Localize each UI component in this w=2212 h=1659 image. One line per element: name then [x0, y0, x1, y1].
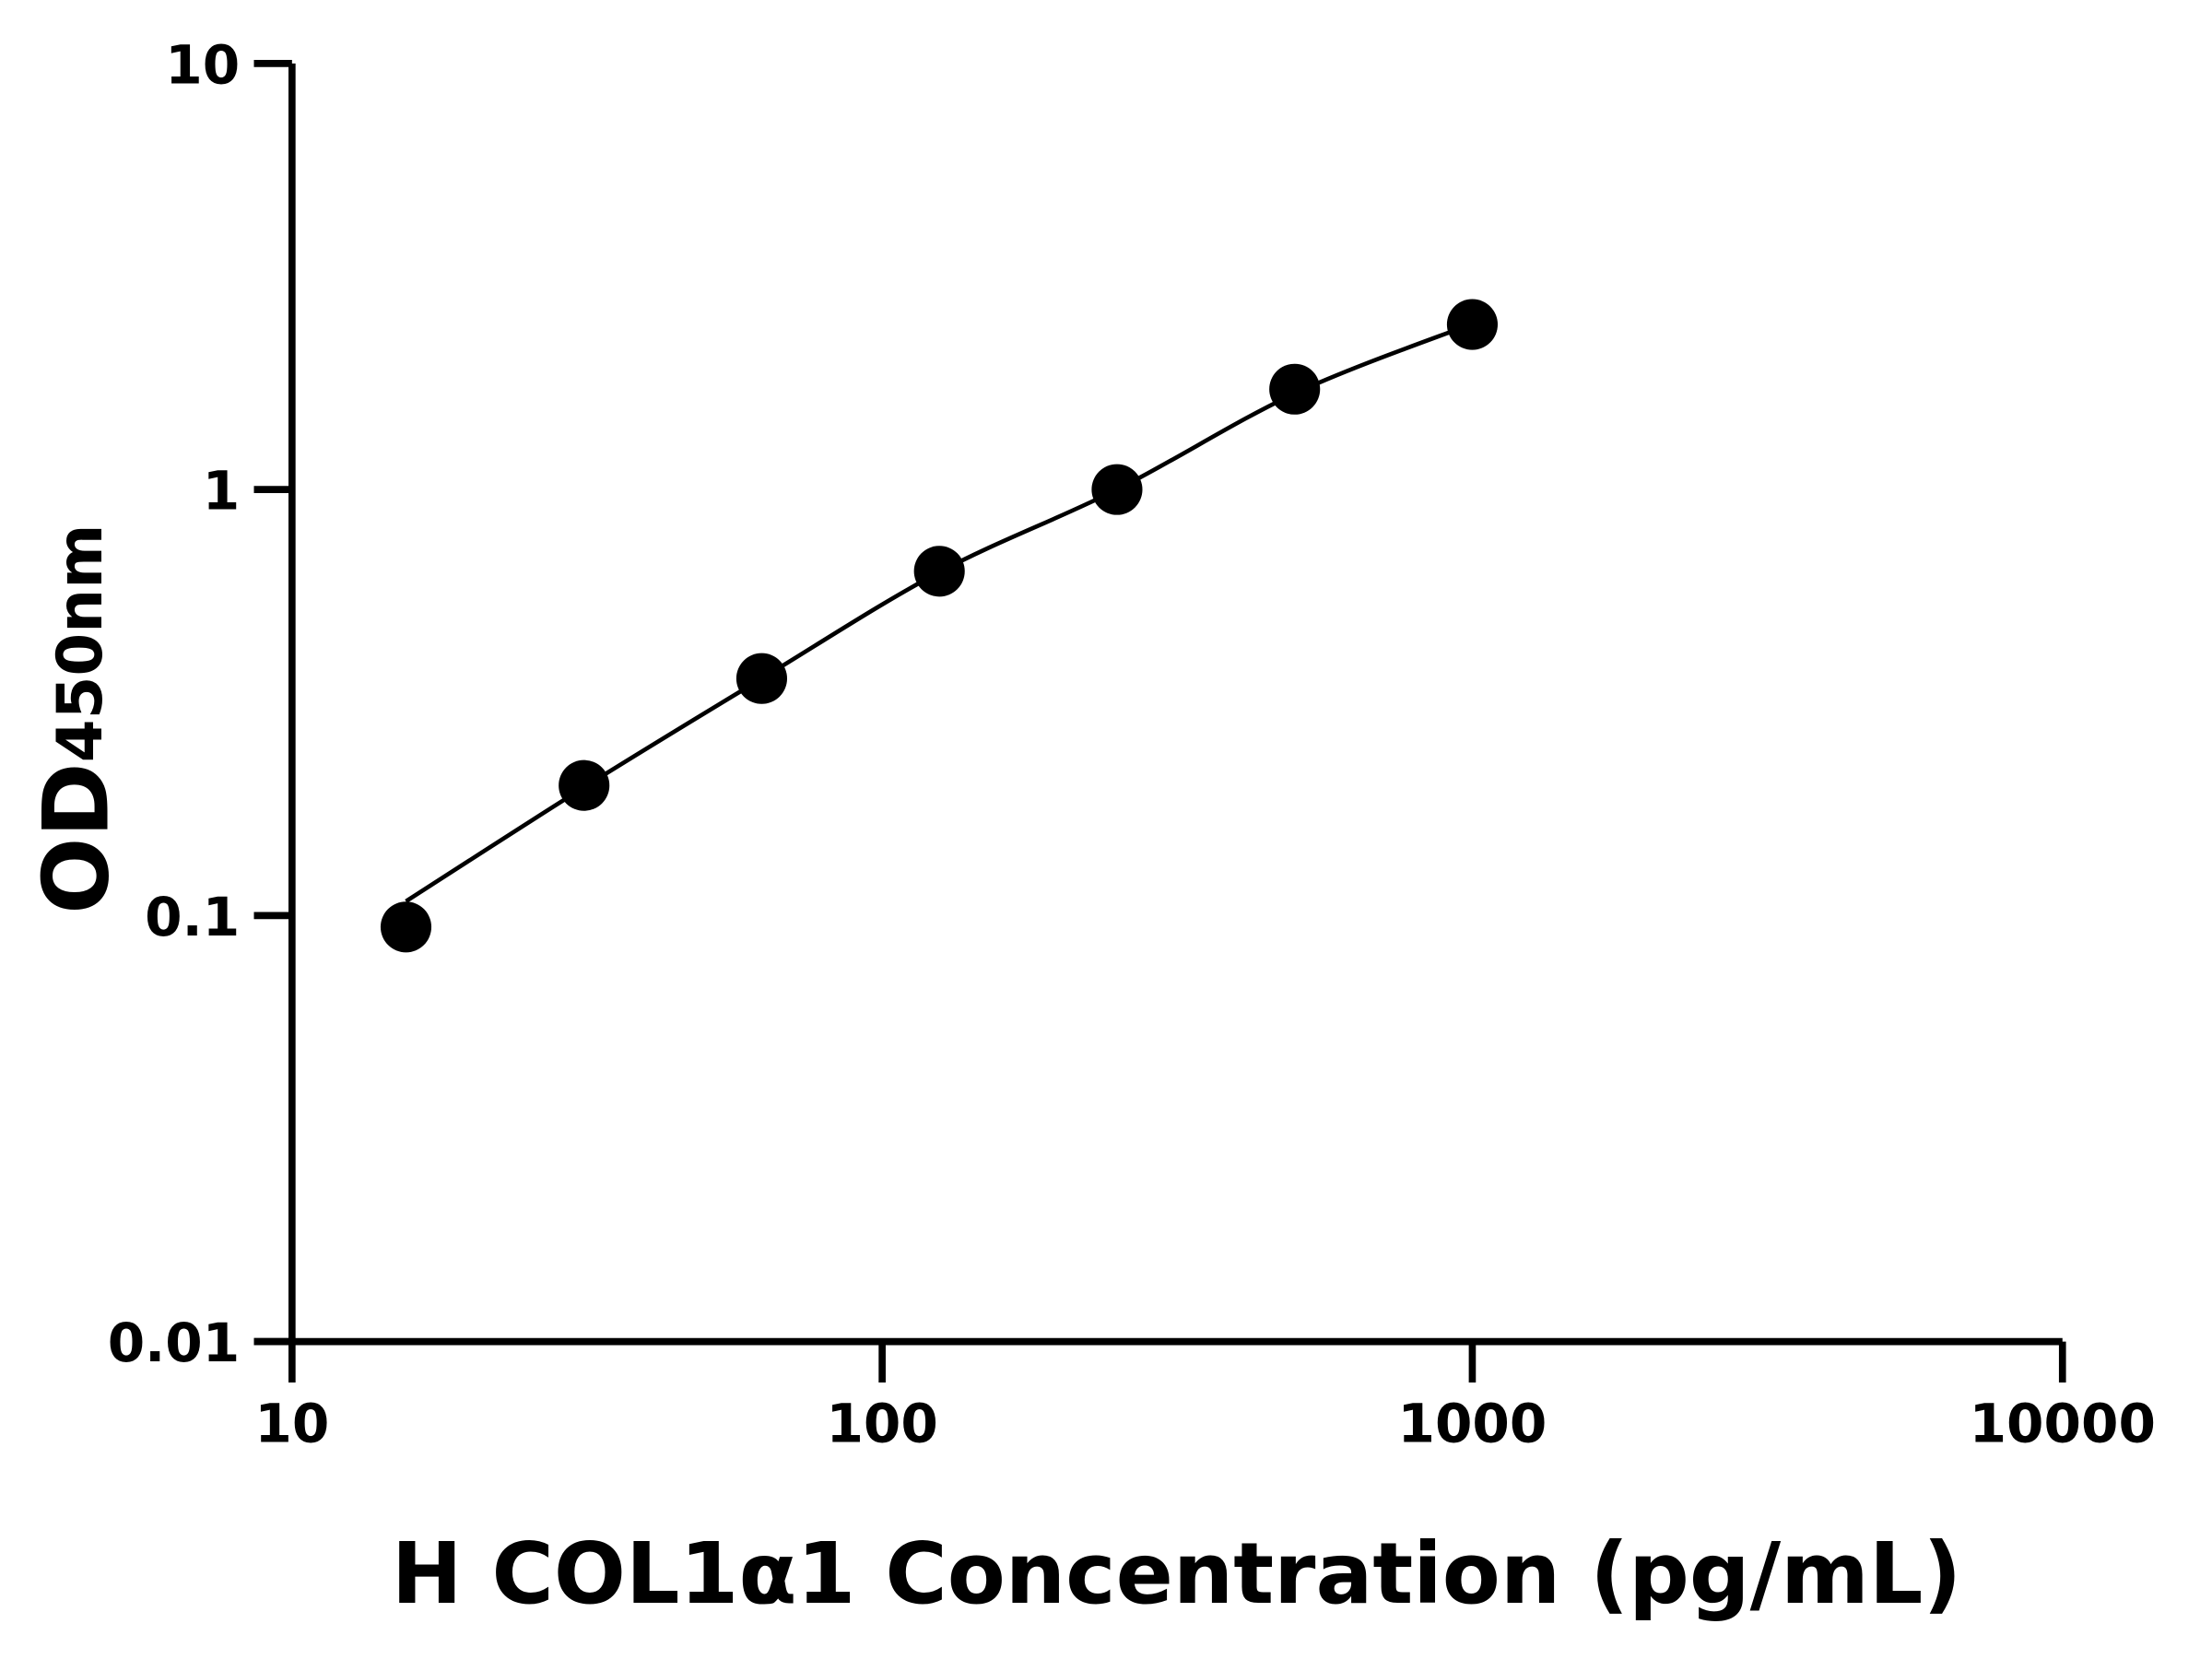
data-point: [913, 546, 965, 597]
data-point: [1269, 363, 1321, 415]
x-tick-label: 100: [826, 1392, 937, 1454]
y-tick-label: 1: [203, 460, 240, 523]
x-axis-label: H COL1α1 Concentration (pg/mL): [392, 1524, 1962, 1623]
y-tick-label: 10: [165, 33, 240, 96]
y-axis-label-sub: 450nm: [43, 524, 116, 763]
x-tick-label: 10: [254, 1392, 329, 1454]
y-tick-label: 0.1: [145, 886, 240, 948]
data-point: [735, 653, 787, 704]
data-point: [380, 901, 432, 953]
axes: [253, 60, 2066, 1382]
y-axis-label: OD450nm: [24, 524, 129, 914]
data-point: [559, 759, 610, 811]
x-tick-label: 10000: [1970, 1392, 2156, 1454]
data-point: [1446, 299, 1498, 350]
fit-curve-line: [405, 322, 1474, 903]
data-points: [380, 299, 1498, 953]
x-tick-label: 1000: [1398, 1392, 1547, 1454]
tick-labels: 0.01 0.1 1 10 10 100 1000 10000: [108, 33, 2156, 1454]
fit-curve-group: [405, 322, 1474, 903]
data-point: [1091, 464, 1143, 515]
svg-text:OD450nm: OD450nm: [24, 524, 129, 914]
y-tick-label: 0.01: [108, 1312, 241, 1374]
y-axis-label-main: OD: [24, 762, 129, 914]
